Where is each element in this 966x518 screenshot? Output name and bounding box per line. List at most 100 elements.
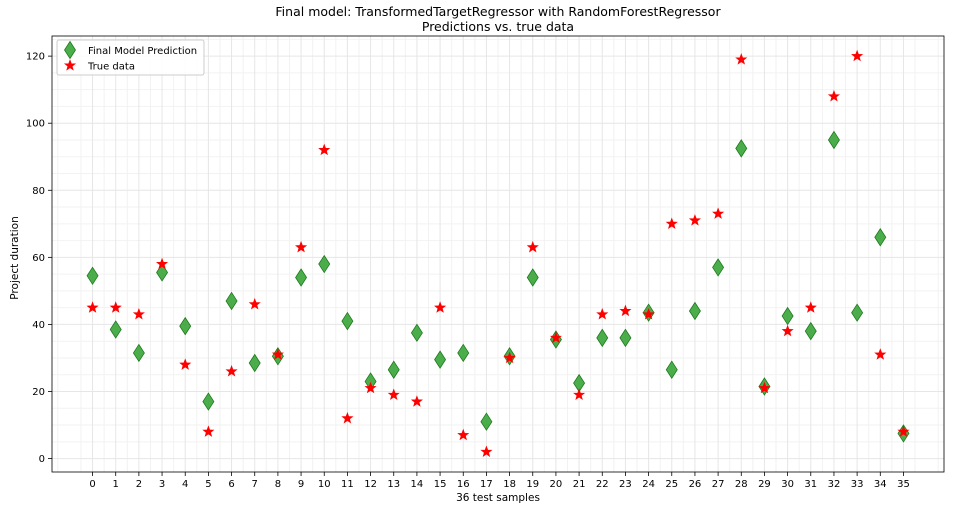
x-tick-label: 8 [275, 479, 281, 490]
legend-label: True data [87, 61, 135, 72]
prediction-point [248, 353, 261, 373]
x-tick-label: 24 [642, 479, 655, 490]
prediction-point [179, 316, 192, 336]
true-data-point [109, 301, 122, 313]
x-tick-label: 25 [665, 479, 678, 490]
true-data-point [295, 240, 308, 253]
true-data-point [225, 365, 238, 377]
prediction-point [851, 303, 864, 322]
prediction-point [318, 254, 331, 274]
marks-layer [86, 49, 910, 458]
true-data-point [179, 358, 192, 370]
true-data-point [851, 49, 864, 62]
x-tick-label: 0 [89, 479, 95, 490]
true-data-point [503, 351, 516, 364]
true-data-point [86, 301, 99, 313]
true-data-point [248, 297, 261, 310]
x-tick-label: 12 [364, 479, 377, 490]
x-tick-label: 26 [689, 479, 702, 490]
x-tick-label: 16 [457, 479, 470, 490]
x-tick-label: 7 [252, 479, 258, 490]
x-tick-label: 13 [387, 479, 400, 490]
grid-layer [52, 36, 944, 472]
true-data-point [619, 304, 632, 317]
legend-label: Final Model Prediction [88, 46, 197, 57]
true-data-point [480, 445, 493, 458]
true-data-point [271, 348, 284, 360]
prediction-point [434, 350, 447, 369]
text-layer: Final model: TransformedTargetRegressor … [9, 4, 721, 504]
prediction-point [225, 291, 238, 311]
prediction-point [874, 227, 887, 247]
true-data-point [132, 308, 145, 320]
prediction-point [86, 266, 99, 286]
y-tick-label: 40 [32, 320, 45, 331]
series-true-data [86, 49, 910, 458]
x-tick-label: 30 [781, 479, 794, 490]
y-tick-label: 20 [32, 387, 45, 398]
true-data-point [874, 348, 887, 360]
prediction-point [781, 306, 794, 326]
true-data-point [457, 428, 470, 441]
x-tick-label: 5 [205, 479, 211, 490]
true-data-point [758, 381, 771, 394]
legend-true-data-marker [63, 59, 77, 71]
prediction-point [712, 258, 725, 277]
x-tick-label: 3 [159, 479, 165, 490]
x-tick-label: 19 [526, 479, 539, 490]
true-data-point [387, 388, 400, 401]
y-tick-label: 80 [32, 186, 45, 197]
x-tick-label: 20 [550, 479, 563, 490]
chart-title: Final model: TransformedTargetRegressor … [275, 4, 721, 19]
true-data-point [434, 301, 447, 313]
x-tick-label: 10 [318, 479, 331, 490]
true-data-point [526, 240, 539, 253]
legend-box [56, 39, 205, 76]
x-tick-label: 2 [136, 479, 142, 490]
prediction-point [526, 268, 539, 287]
prediction-point [202, 392, 215, 411]
x-tick-label: 23 [619, 479, 632, 490]
true-data-point [781, 324, 794, 337]
prediction-point [665, 360, 678, 379]
prediction-point [295, 268, 308, 287]
chart-subtitle: Predictions vs. true data [422, 19, 574, 34]
true-data-point [897, 425, 910, 437]
true-data-point [712, 207, 725, 219]
prediction-point [735, 139, 748, 158]
x-tick-label: 31 [804, 479, 817, 490]
true-data-point [549, 331, 562, 343]
true-data-point [827, 90, 840, 102]
prediction-point [827, 130, 840, 150]
y-tick-label: 120 [26, 52, 45, 63]
x-tick-label: 18 [503, 479, 516, 490]
legend-prediction-marker [64, 40, 76, 60]
x-tick-label: 17 [480, 479, 493, 490]
prediction-point [688, 301, 701, 321]
true-data-point [573, 388, 586, 401]
prediction-point [341, 311, 354, 331]
x-tick-label: 6 [228, 479, 234, 490]
prediction-point [132, 343, 145, 363]
axes-layer: 0 1 2 3 4 5 6 7 8 9 10 11 12 13 14 15 16 17 18 19 20 21 22 23 24… [26, 35, 945, 490]
true-data-point [688, 214, 701, 226]
x-tick-label: 9 [298, 479, 304, 490]
x-tick-label: 11 [341, 479, 354, 490]
true-data-point [665, 217, 678, 229]
x-tick-label: 27 [712, 479, 725, 490]
true-data-point [642, 308, 655, 320]
y-tick-label: 0 [39, 454, 45, 465]
x-tick-label: 33 [851, 479, 864, 490]
x-tick-label: 1 [113, 479, 119, 490]
prediction-point [804, 321, 817, 341]
true-data-point [735, 53, 748, 65]
x-tick-label: 35 [897, 479, 910, 490]
x-tick-label: 28 [735, 479, 748, 490]
true-data-point [202, 425, 215, 437]
true-data-point [318, 143, 331, 156]
true-data-point [410, 395, 423, 407]
y-axis-label: Project duration [9, 216, 21, 299]
prediction-point [156, 263, 169, 282]
